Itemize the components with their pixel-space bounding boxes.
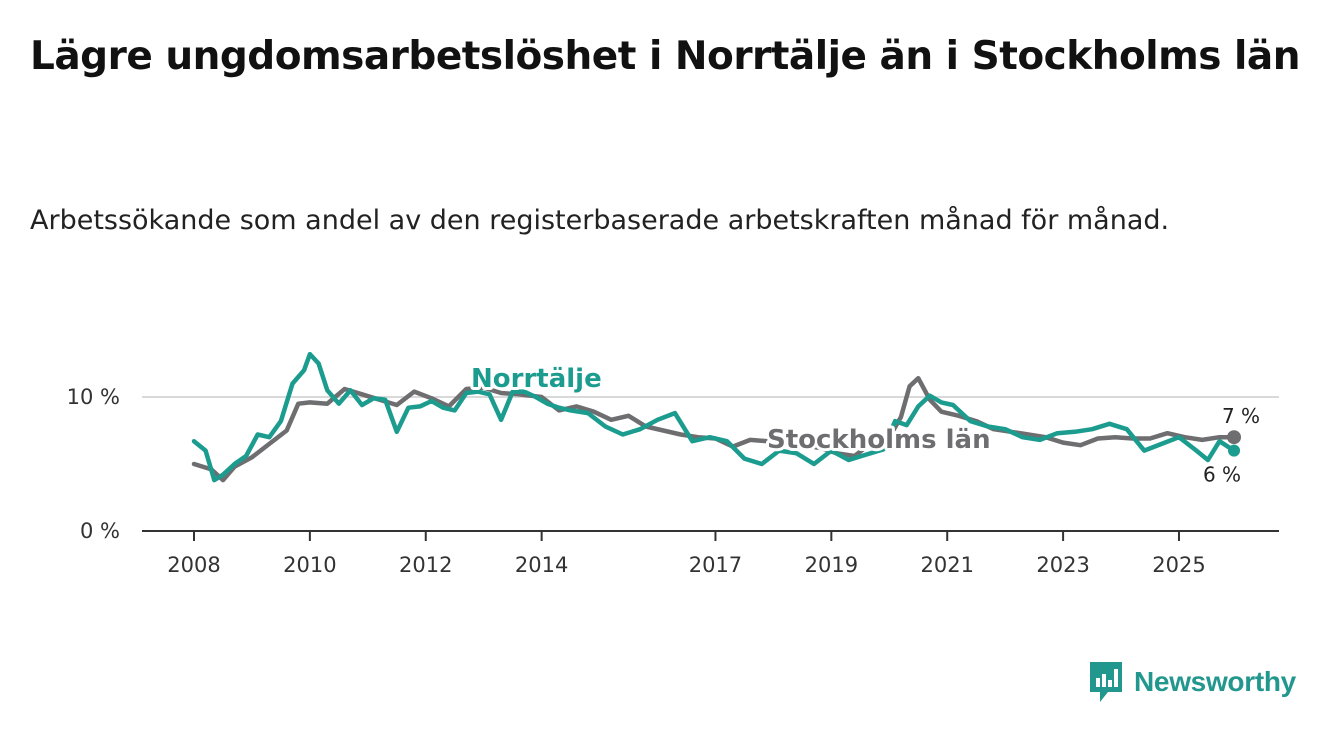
series-labels: 7 %7 %6 %6 %NorrtäljeNorrtäljeStockholms… bbox=[468, 361, 1263, 490]
x-tick-label: 2010 bbox=[283, 553, 336, 577]
x-tick-label: 2025 bbox=[1152, 553, 1205, 577]
end-label-halo: 7 % bbox=[1222, 404, 1260, 428]
series-line-norrt-lje bbox=[191, 351, 1237, 483]
gridlines: 0 % 10 % bbox=[67, 385, 1279, 543]
end-label-halo: 6 % bbox=[1203, 463, 1241, 487]
newsworthy-chart-icon bbox=[1090, 662, 1122, 702]
end-label: 7 % bbox=[1222, 404, 1260, 428]
x-tick-label: 2021 bbox=[920, 553, 973, 577]
y-tick-label: 10 % bbox=[67, 385, 120, 409]
chart-title: Lägre ungdomsarbetslöshet i Norrtälje än… bbox=[30, 34, 1301, 79]
x-tick-label: 2017 bbox=[689, 553, 742, 577]
series-label-halo: Stockholms län bbox=[767, 425, 991, 455]
end-point bbox=[1227, 430, 1242, 445]
x-axis: 2008 2010 2012 2014 2017 2019 2021 2023 2025 bbox=[142, 530, 1279, 577]
chart-subtitle: Arbetssökande som andel av den registerb… bbox=[30, 205, 1170, 236]
end-point bbox=[1228, 444, 1241, 457]
newsworthy-logo: Newsworthy bbox=[1088, 660, 1296, 704]
x-tick-label: 2019 bbox=[805, 553, 858, 577]
series-label-halo: Norrtälje bbox=[471, 364, 602, 394]
end-label: 6 % bbox=[1203, 463, 1241, 487]
x-tick-label: 2008 bbox=[167, 553, 220, 577]
brand-name: Newsworthy bbox=[1134, 666, 1296, 697]
x-tick-label: 2012 bbox=[399, 553, 452, 577]
series-lines bbox=[191, 351, 1237, 483]
series-label: Norrtälje bbox=[471, 364, 602, 394]
x-tick-label: 2023 bbox=[1036, 553, 1089, 577]
y-tick-label: 0 % bbox=[80, 519, 120, 543]
series-label: Stockholms län bbox=[767, 425, 991, 455]
x-tick-label: 2014 bbox=[515, 553, 568, 577]
